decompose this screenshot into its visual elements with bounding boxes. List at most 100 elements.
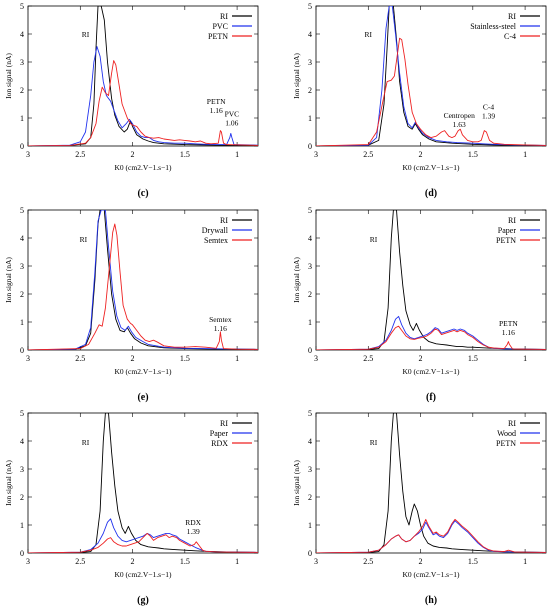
x-tick-label: 1.5 [468,557,478,566]
legend-label: C-4 [504,32,516,41]
annotation-text: 1.63 [453,120,466,129]
x-tick-label: 1.5 [180,150,190,159]
series-line [316,210,546,350]
y-tick-label: 0 [308,142,312,151]
y-tick-label: 1 [308,318,312,327]
x-tick-label: 3 [26,557,30,566]
x-tick-label: 2.5 [75,354,85,363]
chart-panel: 0 1 2 3 4 5 3 2.5 2 1.5 1 Ion signal (nA) K0 (cm2.V−… [292,206,547,403]
y-tick-label: 3 [308,58,312,67]
annotation-text: Semtex [209,315,232,324]
x-tick-label: 3 [314,557,318,566]
annotation-text: Centropen [444,111,475,120]
y-tick-label: 0 [308,346,312,355]
legend-label: Drywall [202,226,229,235]
y-tick-label: 4 [308,437,312,446]
x-tick-label: 1.5 [468,354,478,363]
y-tick-label: 1 [308,521,312,530]
y-axis-label: Ion signal (nA) [292,460,301,506]
y-axis-label: Ion signal (nA) [292,53,301,99]
y-tick-label: 5 [308,206,312,215]
series-line [28,518,258,553]
y-tick-label: 2 [20,290,24,299]
y-tick-label: 4 [308,30,312,39]
chart-panel: 0 1 2 3 4 5 3 2.5 2 1.5 1 Ion signal (nA) K0 (cm2.V−… [4,206,259,403]
x-tick-label: 1 [235,557,239,566]
annotation-text: 1.39 [482,112,495,121]
legend-label: RI [508,12,516,21]
legend-label: RI [508,216,516,225]
y-tick-label: 5 [20,2,24,11]
x-axis-label: K0 (cm2.V−1.s−1) [115,163,172,172]
x-tick-label: 3 [314,354,318,363]
y-tick-label: 2 [20,86,24,95]
annotation-text: RDX [185,518,201,527]
legend-label: PETN [208,32,228,41]
y-tick-label: 0 [20,549,24,558]
panel-label: (g) [137,595,149,606]
x-axis-label: K0 (cm2.V−1.s−1) [403,367,460,376]
y-tick-label: 3 [20,58,24,67]
plot-frame [27,5,259,147]
annotation-text: PETN [207,97,226,106]
legend-label: RDX [211,439,228,448]
x-tick-label: 1 [523,150,527,159]
x-tick-label: 1 [235,354,239,363]
annotation-text: 1.16 [210,106,223,115]
series-line [316,413,546,553]
plot-frame [315,412,547,554]
y-tick-label: 4 [308,234,312,243]
legend-label: PVC [212,22,228,31]
y-tick-label: 0 [20,346,24,355]
plot-frame [315,5,547,147]
series-line [316,6,546,146]
annotation-text: PVC [225,110,240,119]
y-tick-label: 5 [308,409,312,418]
x-tick-label: 2.5 [75,150,85,159]
y-tick-label: 2 [308,493,312,502]
series-line [316,520,546,553]
plot-frame [27,209,259,351]
y-tick-label: 2 [308,290,312,299]
y-tick-label: 1 [20,114,24,123]
plot-frame [27,412,259,554]
y-tick-label: 3 [308,262,312,271]
y-tick-label: 5 [20,206,24,215]
x-tick-label: 2.5 [75,557,85,566]
series-line [28,6,258,146]
x-tick-label: 3 [314,150,318,159]
series-line [316,518,546,553]
x-axis-label: K0 (cm2.V−1.s−1) [115,570,172,579]
x-tick-label: 3 [26,354,30,363]
x-axis-label: K0 (cm2.V−1.s−1) [115,367,172,376]
legend-label: PETN [496,236,516,245]
chart-panel: 0 1 2 3 4 5 3 2.5 2 1.5 1 Ion signal (nA) K0 (cm2.V−… [4,2,259,199]
y-tick-label: 3 [20,262,24,271]
x-tick-label: 2.5 [363,557,373,566]
annotation-text: C-4 [483,103,495,112]
x-tick-label: 1.5 [468,150,478,159]
legend-label: Wood [497,429,516,438]
panel-label: (f) [426,392,436,403]
legend-label: Paper [210,429,229,438]
x-tick-label: 2 [131,354,135,363]
annotation-text: 1.16 [502,328,515,337]
annotation-text: RI [80,235,88,244]
x-axis-label: K0 (cm2.V−1.s−1) [403,570,460,579]
x-tick-label: 2.5 [363,354,373,363]
y-axis-label: Ion signal (nA) [4,53,13,99]
legend-label: Semtex [204,236,228,245]
legend-label: Stainless-steel [470,22,517,31]
legend-label: RI [508,419,516,428]
x-tick-label: 1 [523,354,527,363]
y-tick-label: 4 [20,30,24,39]
y-tick-label: 4 [20,437,24,446]
y-axis-label: Ion signal (nA) [292,257,301,303]
series-line [28,210,258,350]
x-tick-label: 2 [419,354,423,363]
series-line [28,60,258,146]
chart-panel: 0 1 2 3 4 5 3 2.5 2 1.5 1 Ion signal (nA) K0 (cm2.V−… [4,409,259,606]
legend-label: Paper [498,226,517,235]
annotation-text: 1.16 [214,324,227,333]
x-tick-label: 2 [419,557,423,566]
